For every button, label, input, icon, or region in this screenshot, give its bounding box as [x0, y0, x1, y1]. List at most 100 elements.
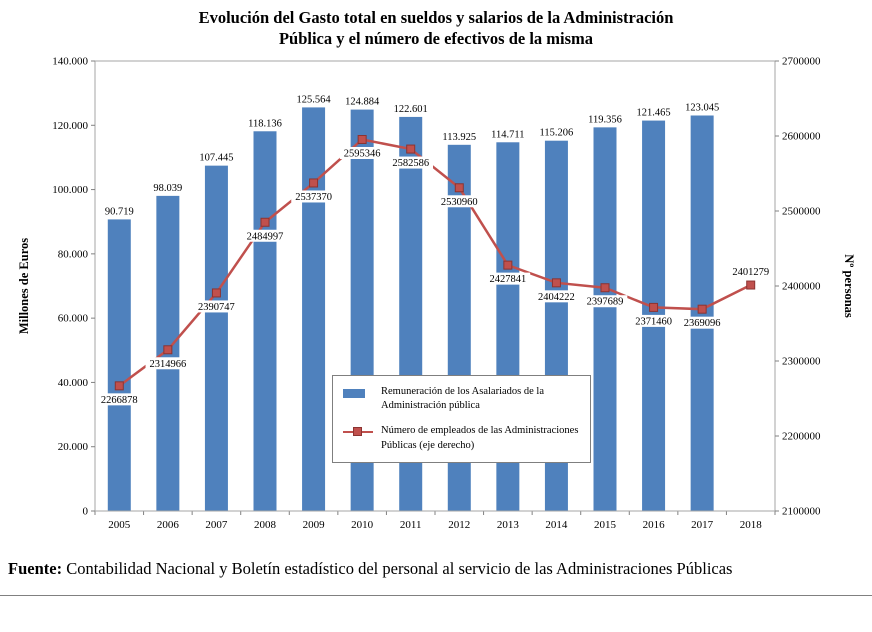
- svg-text:2100000: 2100000: [782, 506, 821, 518]
- bar-value-label: 113.925: [442, 132, 476, 143]
- legend-label-remuneracion: Remuneración de los Asalariados de la Ad…: [381, 386, 544, 412]
- legend-label-empleados: Número de empleados de las Administracio…: [381, 425, 579, 451]
- svg-text:100.000: 100.000: [52, 184, 88, 196]
- bar: [302, 107, 326, 511]
- bar-value-label: 121.465: [637, 108, 671, 119]
- chart-area: 0 20.000 40.000 60.000 80.000 100.000 120.000 1…: [0, 49, 872, 537]
- chart-title-line1: Evolución del Gasto total en sueldos y s…: [198, 8, 674, 27]
- left-axis-title: Millones de Euros: [17, 238, 31, 334]
- bar-value-label: 119.356: [588, 114, 622, 125]
- bar-value-label: 90.719: [105, 206, 134, 217]
- svg-text:2007: 2007: [205, 519, 228, 531]
- bar-value-label: 124.884: [345, 97, 380, 108]
- svg-text:2012: 2012: [448, 519, 470, 531]
- line-marker: [114, 381, 124, 391]
- line-marker: [454, 183, 464, 193]
- right-axis-ticks: 2100000 2200000 2300000 2400000 2500000 26000…: [775, 56, 821, 518]
- line-value-label: 2314966: [149, 359, 186, 370]
- line-value-label: 2530960: [441, 197, 478, 208]
- bar-value-label: 115.206: [540, 128, 574, 139]
- svg-text:2013: 2013: [497, 519, 520, 531]
- svg-text:2015: 2015: [594, 519, 617, 531]
- line-value-label: 2369096: [684, 318, 721, 329]
- line-value-label: 2266878: [101, 395, 138, 406]
- line-value-label: 2397689: [587, 297, 624, 308]
- svg-text:2700000: 2700000: [782, 56, 821, 68]
- svg-text:2016: 2016: [643, 519, 666, 531]
- bar-value-label: 122.601: [394, 104, 428, 115]
- source-text: Contabilidad Nacional y Boletín estadíst…: [66, 559, 733, 578]
- svg-text:2300000: 2300000: [782, 356, 821, 368]
- bar: [107, 219, 131, 512]
- line-value-label: 2427841: [489, 274, 526, 285]
- svg-text:2600000: 2600000: [782, 131, 821, 143]
- line-marker: [260, 217, 270, 227]
- line-value-label: 2484997: [247, 231, 284, 242]
- svg-text:140.000: 140.000: [52, 56, 88, 68]
- bar-value-label: 98.039: [153, 183, 182, 194]
- line-value-label: 2401279: [732, 267, 769, 278]
- bar: [593, 127, 617, 511]
- legend-item-remuneracion: Remuneración de los Asalariados de la Ad…: [343, 385, 578, 413]
- bottom-rule: [0, 595, 872, 596]
- svg-text:40.000: 40.000: [58, 377, 89, 389]
- svg-text:2200000: 2200000: [782, 431, 821, 443]
- chart-legend: Remuneración de los Asalariados de la Ad…: [332, 375, 592, 463]
- line-value-label: 2537370: [295, 192, 332, 203]
- svg-text:2018: 2018: [740, 519, 763, 531]
- svg-text:2014: 2014: [545, 519, 568, 531]
- legend-item-empleados: Número de empleados de las Administracio…: [343, 424, 578, 452]
- line-marker: [551, 278, 561, 288]
- bar-value-label: 123.045: [685, 102, 719, 113]
- bar: [204, 165, 228, 511]
- svg-text:120.000: 120.000: [52, 120, 88, 132]
- line-marker: [503, 260, 513, 270]
- line-value-label: 2390747: [198, 302, 235, 313]
- line-marker: [649, 302, 659, 312]
- svg-text:2500000: 2500000: [782, 206, 821, 218]
- svg-text:2400000: 2400000: [782, 281, 821, 293]
- bar-series-swatch: [343, 389, 365, 398]
- svg-text:80.000: 80.000: [58, 248, 89, 260]
- source-label: Fuente:: [8, 559, 63, 578]
- bar-value-label: 125.564: [297, 94, 332, 105]
- svg-text:60.000: 60.000: [58, 313, 89, 325]
- chart-title: Evolución del Gasto total en sueldos y s…: [0, 0, 872, 49]
- source-note: Fuente: Contabilidad Nacional y Boletín …: [8, 557, 864, 581]
- line-series: [114, 134, 756, 391]
- left-axis-ticks: 0 20.000 40.000 60.000 80.000 100.000 120.000 1…: [52, 56, 95, 518]
- x-axis: 2005 2006 2007 2008 2009 2010 2011 2012 2013 2014…: [94, 511, 776, 531]
- line-marker: [406, 144, 416, 154]
- line-value-label: 2595346: [344, 148, 381, 159]
- right-axis-title: Nº personas: [842, 254, 856, 318]
- line-value-label: 2582586: [392, 158, 429, 169]
- line-marker: [163, 345, 173, 355]
- line-marker: [746, 280, 756, 290]
- svg-text:2005: 2005: [108, 519, 131, 531]
- line-marker: [309, 178, 319, 188]
- bar-value-label: 114.711: [491, 129, 524, 140]
- line-value-labels: 2266878 2314966 2390747 2484997 2537370 25953…: [96, 146, 774, 406]
- bar: [253, 131, 277, 511]
- svg-text:2006: 2006: [157, 519, 180, 531]
- svg-text:2017: 2017: [691, 519, 714, 531]
- svg-text:2010: 2010: [351, 519, 374, 531]
- bar-value-labels: 90.719 98.039 107.445 118.136 125.564 124.884…: [105, 94, 719, 217]
- svg-text:20.000: 20.000: [58, 441, 89, 453]
- svg-text:2009: 2009: [303, 519, 326, 531]
- line-value-label: 2404222: [538, 292, 575, 303]
- line-value-label: 2371460: [635, 316, 672, 327]
- line-marker: [697, 304, 707, 314]
- line-marker-swatch: [343, 426, 373, 438]
- line-marker: [357, 134, 367, 144]
- svg-text:2008: 2008: [254, 519, 277, 531]
- svg-text:0: 0: [83, 506, 89, 518]
- chart-title-line2: Pública y el número de efectivos de la m…: [278, 29, 594, 48]
- line-marker: [211, 288, 221, 298]
- bar-value-label: 118.136: [248, 118, 282, 129]
- line-marker: [600, 283, 610, 293]
- chart-canvas: 0 20.000 40.000 60.000 80.000 100.000 120.000 1…: [17, 56, 856, 532]
- bar-value-label: 107.445: [199, 153, 233, 164]
- svg-text:2011: 2011: [400, 519, 422, 531]
